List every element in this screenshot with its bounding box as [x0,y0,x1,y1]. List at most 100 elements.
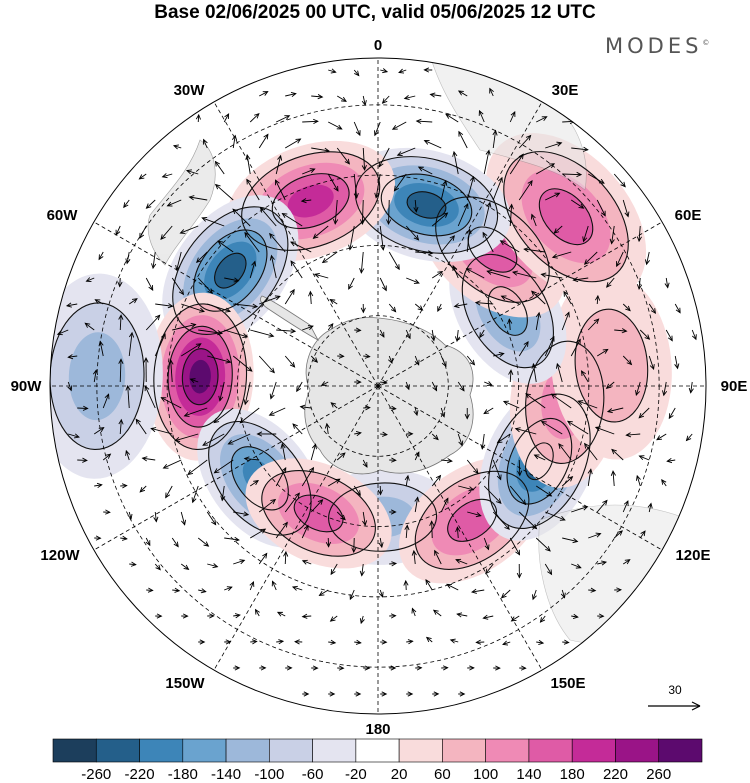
australia-coast [538,504,701,645]
anomaly-fill-level [189,359,211,394]
wind-vector-shaft [77,407,88,409]
wind-vector-shaft [361,199,364,225]
wind-vector-head [320,381,327,386]
wind-vector-head [554,192,561,198]
wind-vector-head [463,203,469,209]
wind-vector-head [92,369,99,376]
wind-vector-shaft [563,291,572,305]
wind-vector-head [626,359,633,366]
wind-vector-head [160,234,166,240]
wind-vector-head [333,218,339,225]
wind-vector-shaft [232,355,253,372]
colorbar-tick-label: -60 [302,766,324,783]
wind-vector-head [602,348,609,354]
wind-vector-shaft [269,407,286,416]
wind-vector-shaft [135,419,147,435]
wind-vector-head [313,118,319,125]
wind-vector-shaft [378,147,390,167]
wind-vector-head [214,183,221,190]
wind-vector-shaft [173,145,182,149]
wind-vector-head [179,229,186,234]
wind-vector-head [474,300,481,306]
wind-vector-shaft [397,147,416,156]
colorbar-swatch [355,738,400,763]
wind-vector-shaft [217,240,234,253]
wind-vector-shaft [302,615,312,618]
wind-vector-shaft [584,251,598,265]
wind-vector-shaft [638,407,650,419]
wind-vector-head [191,497,197,504]
contour-line [328,482,438,552]
wind-vector-head [507,318,513,325]
wind-vector-head [141,456,148,462]
wind-vector-shaft [353,173,358,198]
wind-vector-shaft [483,407,494,414]
wind-vector-head [147,587,154,593]
wind-vector-head [173,541,179,548]
wind-vector-head [374,192,380,199]
wind-vector-shaft [348,277,355,290]
wind-vector-shaft [613,173,626,187]
wind-vector-head [647,502,653,509]
wind-vector-head [98,340,104,347]
wind-vector-shaft [484,381,493,386]
wind-vector-shaft [275,467,287,487]
wind-vector-shaft [154,563,161,570]
wind-vector-head [195,113,202,120]
wind-vector-head [465,268,472,274]
wind-vector-head [355,691,362,697]
wind-vector-head [479,332,485,339]
wind-vector-head [417,166,424,172]
wind-vector-shaft [379,225,384,250]
colorbar-tick-label: -100 [254,766,284,783]
contour-line [574,308,649,423]
wind-vector-shaft [500,240,520,253]
wind-vector-head [611,448,617,455]
wind-vector-shaft [426,637,433,643]
wind-vector-head [175,264,181,271]
wind-vector-shaft [233,559,245,565]
wind-vector-shaft [686,433,693,441]
wind-vector-head [455,526,461,533]
wind-vector-shaft [616,251,624,267]
colorbar-swatch [485,738,530,763]
wind-vector-head [515,549,521,556]
wind-vector-head [330,402,337,408]
wind-vector-shaft [184,407,208,417]
wind-vector-shaft [424,140,442,149]
wind-vector-head [457,90,464,96]
wind-vector-head [538,639,545,645]
wind-vector-shaft [588,173,605,184]
wind-vector-head [650,308,656,315]
wind-vector-head [289,288,295,295]
wind-vector-shaft [202,217,225,227]
wind-vector-head [121,535,128,541]
wind-vector-head [486,201,492,208]
wind-vector-head [441,361,447,368]
wind-vector-shaft [453,151,459,175]
wind-vector-shaft [492,177,503,201]
wind-vector-shaft [353,485,361,496]
wind-vector-shaft [319,589,329,596]
wind-vector-head [296,386,302,393]
wind-vector-shaft [581,370,589,383]
contour-line [506,417,573,505]
wind-vector-head [301,613,308,619]
wind-vector-head [118,314,124,320]
wind-vector-head [125,449,131,456]
wind-vector-head [160,333,166,340]
wind-vector-shaft [597,561,607,565]
wind-vector-head [213,468,220,474]
wind-vector-head [105,453,112,459]
graticule [50,58,706,714]
wind-vector-head [291,585,298,591]
wind-vector-head [329,691,336,697]
wind-vector-shaft [127,385,130,409]
wind-vector-head [207,288,214,294]
wind-vector-head [656,435,662,441]
wind-vector-shaft [665,329,673,341]
wind-vector-shaft [353,69,360,76]
label-120w: 120W [40,547,80,564]
wind-vector-head [445,113,452,119]
wind-vector-shaft [170,360,173,383]
